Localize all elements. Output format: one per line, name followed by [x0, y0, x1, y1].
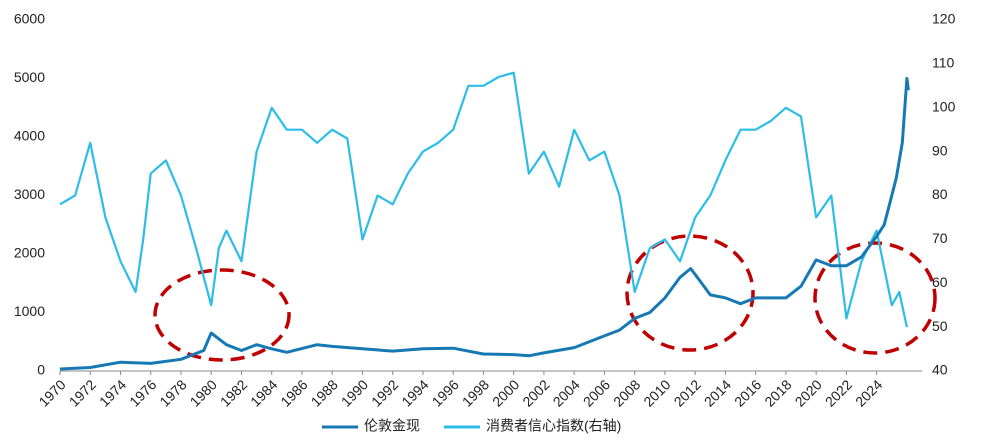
x-tick-label: 2016 — [731, 376, 764, 409]
x-tick-label: 1994 — [398, 376, 431, 409]
y2-tick-label: 120 — [932, 11, 956, 27]
x-tick-label: 1988 — [308, 376, 341, 409]
y2-tick-label: 80 — [932, 186, 948, 202]
x-tick-label: 1984 — [247, 376, 280, 409]
y2-tick-label: 70 — [932, 230, 948, 246]
series-line — [59, 71, 908, 328]
x-tick-label: 1998 — [459, 376, 492, 409]
x-tick-label: 2008 — [610, 376, 643, 409]
y2-tick-label: 110 — [932, 55, 955, 71]
x-tick-label: 2014 — [701, 376, 734, 409]
legend-label: 消费者信心指数(右轴) — [486, 418, 621, 434]
y-tick-label: 6000 — [14, 11, 45, 27]
x-tick-label: 1990 — [338, 376, 371, 409]
x-tick-label: 1996 — [429, 376, 462, 409]
x-tick-label: 1978 — [156, 376, 189, 409]
x-tick-label: 1970 — [35, 376, 68, 409]
x-tick-label: 2012 — [671, 376, 704, 409]
y-tick-label: 4000 — [14, 128, 45, 144]
y2-tick-label: 90 — [932, 142, 948, 158]
highlight-ellipse — [813, 241, 937, 355]
y2-tick-label: 40 — [932, 362, 948, 378]
x-tick-label: 2002 — [519, 376, 552, 409]
y-tick-label: 2000 — [14, 245, 45, 261]
x-tick-label: 2006 — [580, 376, 613, 409]
x-tick-label: 1986 — [277, 376, 310, 409]
x-tick-label: 2020 — [792, 376, 825, 409]
x-tick-label: 2010 — [640, 376, 673, 409]
x-tick-label: 1972 — [66, 376, 99, 409]
y2-tick-label: 50 — [932, 318, 948, 334]
x-tick-label: 2004 — [550, 376, 583, 409]
x-tick-label: 1980 — [187, 376, 220, 409]
x-tick-label: 2018 — [761, 376, 794, 409]
y-tick-label: 3000 — [14, 186, 45, 202]
x-tick-label: 1974 — [96, 376, 129, 409]
x-tick-label: 2024 — [852, 376, 885, 409]
legend-label: 伦敦金现 — [364, 418, 420, 434]
highlight-ellipse — [153, 268, 291, 362]
x-tick-label: 2000 — [489, 376, 522, 409]
series-line — [59, 77, 910, 371]
x-tick-label: 2022 — [822, 376, 855, 409]
y-tick-label: 5000 — [14, 69, 45, 85]
y2-tick-label: 60 — [932, 274, 948, 290]
x-tick-label: 1982 — [217, 376, 250, 409]
y2-tick-label: 100 — [932, 98, 956, 114]
highlight-ellipse — [625, 234, 755, 352]
x-tick-label: 1992 — [368, 376, 401, 409]
x-tick-label: 1976 — [126, 376, 159, 409]
y-tick-label: 1000 — [14, 303, 45, 319]
y-tick-label: 0 — [37, 362, 45, 378]
